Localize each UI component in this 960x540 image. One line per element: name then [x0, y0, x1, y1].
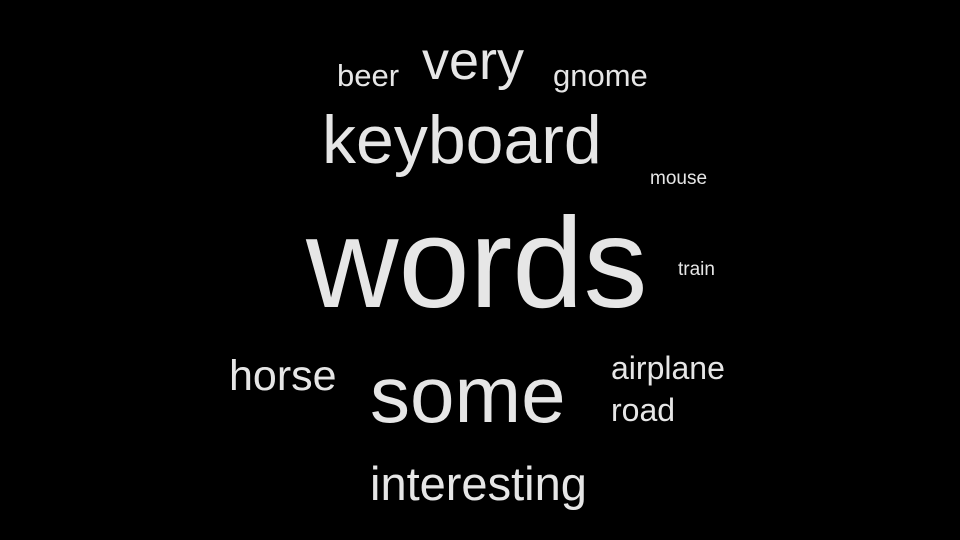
word-train: train: [678, 259, 715, 280]
word-horse: horse: [229, 352, 337, 400]
word-road: road: [611, 392, 676, 428]
word-interesting: interesting: [370, 457, 587, 510]
word-airplane: airplane: [611, 350, 725, 386]
word-very: very: [422, 31, 525, 91]
word-keyboard: keyboard: [322, 102, 602, 178]
word-words: words: [306, 192, 648, 335]
word-gnome: gnome: [553, 58, 648, 93]
word-beer: beer: [337, 58, 400, 93]
word-mouse: mouse: [650, 168, 708, 189]
word-some: some: [370, 350, 566, 439]
